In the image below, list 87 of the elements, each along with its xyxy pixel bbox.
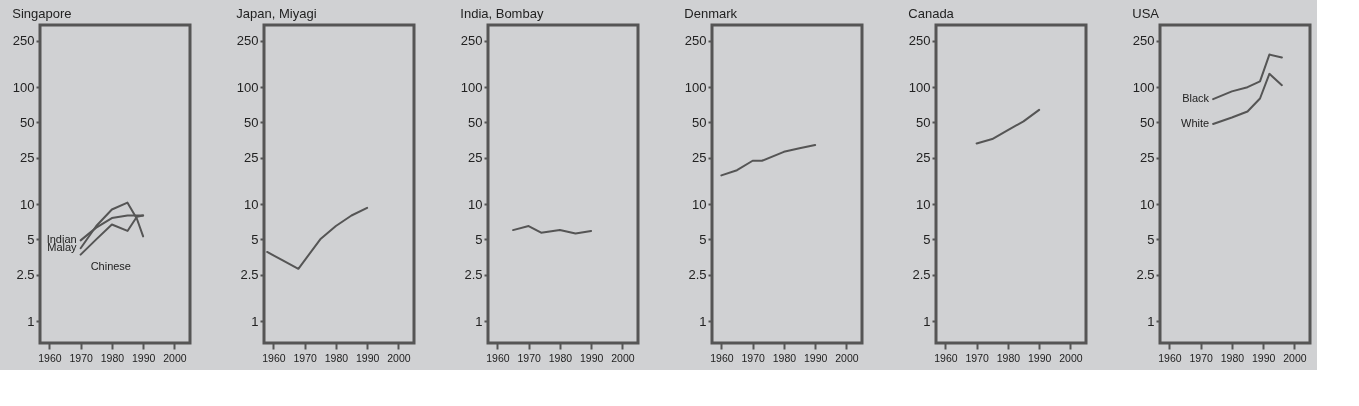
y-tick-label: 50 [1140,114,1155,130]
chart-title: Canada [908,6,955,21]
series-label: White [1181,116,1210,129]
x-tick-label: 1980 [100,351,125,364]
y-tick-label: 1 [475,313,483,329]
y-tick-label: 100 [684,79,707,95]
y-tick-label: 50 [692,114,707,130]
x-tick-label: 1960 [486,351,510,364]
y-tick-label: 250 [12,33,35,49]
x-tick-label: 1990 [803,351,828,364]
chart-title: Singapore [12,6,72,21]
y-tick-label: 100 [460,79,483,95]
y-tick-label: 25 [692,150,707,166]
y-tick-label: 100 [236,79,259,95]
x-tick-label: 1960 [1158,351,1182,364]
x-tick-label: 1990 [1027,351,1052,364]
y-tick-label: 50 [916,114,931,130]
x-tick-label: 1990 [131,351,156,364]
y-tick-label: 2.5 [16,267,35,283]
y-tick-label: 100 [1132,79,1155,95]
series-label: Black [1182,92,1210,105]
y-tick-label: 250 [236,33,259,49]
x-tick-label: 2000 [1059,351,1083,364]
x-tick-label: 1970 [1189,351,1213,364]
y-tick-label: 50 [468,114,483,130]
y-tick-label: 250 [684,33,707,49]
y-tick-label: 25 [1140,150,1155,166]
y-tick-label: 10 [244,196,259,212]
x-tick-label: 1980 [548,351,573,364]
y-tick-label: 2.5 [1136,267,1155,283]
x-tick-label: 1990 [1251,351,1276,364]
x-tick-label: 1970 [69,351,93,364]
chart-title: Japan, Miyagi [236,6,317,21]
x-tick-label: 1960 [38,351,62,364]
x-tick-label: 1980 [996,351,1021,364]
y-tick-label: 10 [916,196,931,212]
x-tick-label: 1970 [741,351,765,364]
y-tick-label: 250 [460,33,483,49]
y-tick-label: 25 [20,150,35,166]
y-tick-label: 5 [1147,231,1155,247]
y-tick-label: 25 [468,150,483,166]
x-tick-label: 1960 [934,351,958,364]
y-tick-label: 5 [699,231,707,247]
y-tick-label: 5 [475,231,483,247]
y-tick-label: 50 [244,114,259,130]
y-tick-label: 50 [20,114,35,130]
y-tick-label: 2.5 [240,267,259,283]
y-tick-label: 1 [923,313,931,329]
y-tick-label: 100 [12,79,35,95]
y-tick-label: 2.5 [464,267,483,283]
y-tick-label: 5 [251,231,259,247]
y-tick-label: 1 [251,313,259,329]
x-tick-label: 1990 [579,351,604,364]
y-tick-label: 10 [468,196,483,212]
x-tick-label: 1980 [1220,351,1245,364]
y-tick-label: 25 [916,150,931,166]
x-tick-label: 1970 [965,351,989,364]
x-tick-label: 1960 [262,351,286,364]
chart-title: Denmark [684,6,738,21]
y-tick-label: 1 [699,313,707,329]
x-tick-label: 1970 [517,351,541,364]
y-tick-label: 2.5 [688,267,707,283]
chart-title: India, Bombay [460,6,544,21]
x-tick-label: 1960 [710,351,734,364]
y-tick-label: 1 [1147,313,1155,329]
y-tick-label: 100 [908,79,931,95]
y-tick-label: 25 [244,150,259,166]
y-tick-label: 250 [1132,33,1155,49]
y-tick-label: 10 [692,196,707,212]
x-tick-label: 1980 [324,351,349,364]
chart-title: USA [1132,6,1160,21]
y-tick-label: 10 [20,196,35,212]
y-tick-label: 5 [923,231,931,247]
x-tick-label: 2000 [611,351,635,364]
x-tick-label: 2000 [835,351,859,364]
y-tick-label: 2.5 [912,267,931,283]
x-tick-label: 1970 [293,351,317,364]
series-label: Chinese [90,259,131,272]
x-tick-label: 1990 [355,351,380,364]
y-tick-label: 5 [27,231,35,247]
y-tick-label: 10 [1140,196,1155,212]
y-tick-label: 1 [27,313,35,329]
x-tick-label: 2000 [1283,351,1307,364]
y-tick-label: 250 [908,33,931,49]
x-tick-label: 2000 [163,351,187,364]
x-tick-label: 1980 [772,351,797,364]
x-tick-label: 2000 [387,351,411,364]
